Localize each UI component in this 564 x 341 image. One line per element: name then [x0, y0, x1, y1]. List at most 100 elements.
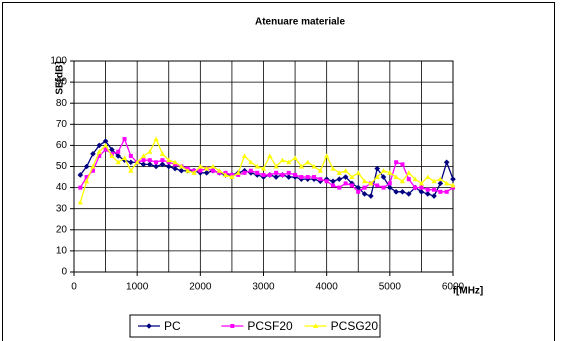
data-point [223, 172, 229, 177]
data-point [317, 168, 323, 173]
data-point [400, 162, 405, 167]
data-point [399, 178, 406, 184]
data-point [312, 175, 317, 180]
data-point [254, 163, 260, 169]
data-point [83, 163, 90, 170]
data-point [121, 155, 128, 161]
data-point [437, 176, 443, 182]
y-tick-label: 70 [56, 119, 68, 130]
data-point [248, 168, 253, 173]
data-point [109, 146, 115, 153]
data-point [147, 161, 153, 168]
data-point [399, 189, 406, 195]
data-point [444, 189, 449, 194]
data-point [255, 170, 260, 175]
data-point [153, 163, 159, 170]
data-point [191, 170, 197, 175]
x-tick-label: 0 [71, 282, 77, 293]
data-point [387, 181, 392, 186]
data-point [267, 172, 272, 177]
data-point [121, 157, 128, 163]
data-point [166, 160, 171, 165]
x-tick-label: 4000 [316, 282, 339, 293]
data-point [204, 166, 210, 171]
legend-marker [313, 323, 319, 328]
data-point [96, 149, 102, 154]
data-point [356, 189, 361, 194]
data-point [280, 172, 285, 177]
data-point [305, 175, 310, 180]
data-point [293, 172, 298, 177]
legend-label: PC [164, 319, 181, 333]
data-point [178, 167, 185, 174]
data-point [380, 168, 387, 173]
data-point [154, 160, 159, 165]
data-point [248, 159, 254, 165]
data-point [84, 175, 89, 180]
data-point [160, 158, 165, 163]
data-point [115, 159, 121, 165]
data-point [260, 174, 267, 180]
data-point [305, 159, 311, 165]
data-point [165, 163, 172, 170]
data-point [368, 193, 374, 199]
data-point [197, 163, 203, 169]
data-point [128, 168, 134, 173]
data-point [116, 149, 121, 154]
data-point [406, 177, 411, 182]
data-point [419, 185, 424, 190]
y-tick-label: 100 [50, 56, 67, 67]
data-point [286, 170, 291, 175]
data-point [267, 153, 273, 158]
data-point [242, 170, 247, 175]
y-tick-label: 0 [61, 267, 67, 278]
y-tick-label: 20 [56, 224, 68, 235]
data-point [349, 174, 355, 180]
data-point [431, 178, 437, 184]
data-point [299, 175, 304, 180]
data-point [134, 159, 140, 165]
data-point [203, 170, 210, 176]
data-point [128, 159, 134, 166]
data-point [90, 168, 95, 173]
y-tick-label: 90 [56, 77, 68, 88]
data-point [172, 165, 178, 172]
data-point [342, 174, 349, 180]
x-tick-label: 3000 [252, 282, 275, 293]
data-point [374, 174, 380, 180]
data-point [122, 137, 127, 142]
data-point [159, 151, 166, 156]
legend-label: PCSG20 [331, 319, 379, 333]
y-tick-label: 30 [56, 203, 68, 214]
data-point [292, 174, 298, 180]
x-tick-label: 6000 [442, 282, 465, 293]
plot-border [73, 60, 454, 273]
x-axis-label: f[MHz] [453, 286, 484, 297]
data-point [216, 168, 222, 173]
data-point [349, 183, 354, 188]
data-point [286, 159, 292, 165]
data-point [412, 176, 418, 182]
data-point [381, 185, 386, 190]
data-point [273, 163, 279, 169]
data-point [336, 170, 342, 175]
data-point [311, 163, 317, 169]
y-tick-label: 80 [56, 98, 68, 109]
data-point [424, 191, 431, 197]
data-point [103, 147, 108, 152]
data-point [362, 185, 367, 190]
data-point [355, 170, 361, 175]
x-tick-label: 2000 [189, 282, 212, 293]
data-point [451, 185, 455, 190]
data-point [97, 153, 102, 158]
data-point [77, 172, 84, 178]
data-point [432, 187, 437, 192]
data-point [418, 180, 425, 186]
data-point [355, 184, 362, 191]
data-point [147, 158, 152, 163]
data-point [140, 161, 147, 168]
data-point [330, 166, 336, 171]
data-point [140, 153, 147, 158]
data-point [380, 174, 387, 180]
data-point [279, 157, 286, 163]
